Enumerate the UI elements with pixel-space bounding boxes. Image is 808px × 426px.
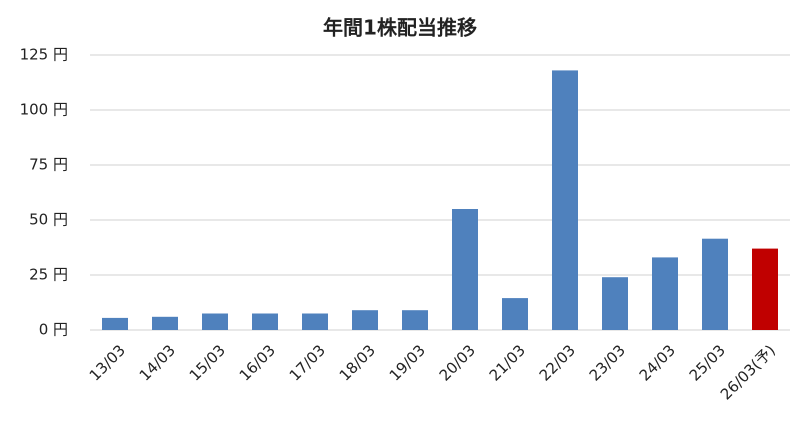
bar [352,310,378,330]
bar [752,248,778,330]
bar [152,316,178,330]
bar [302,313,328,330]
x-tick-label: 17/03 [286,341,329,384]
bar [252,313,278,330]
y-tick-label: 100 円 [20,101,68,119]
y-tick-label: 0 円 [39,321,68,339]
x-tick-label: 25/03 [686,341,729,384]
y-tick-label: 125 円 [20,46,68,64]
x-tick-label: 22/03 [536,341,579,384]
x-tick-label: 16/03 [236,341,279,384]
x-tick-label: 26/03(予) [717,341,779,403]
x-tick-label: 24/03 [636,341,679,384]
bar [102,317,128,330]
x-tick-label: 20/03 [436,341,479,384]
y-tick-label: 25 円 [29,266,68,284]
x-tick-label: 14/03 [136,341,179,384]
x-tick-label: 21/03 [486,341,529,384]
bar [202,313,228,330]
x-tick-label: 15/03 [186,341,229,384]
chart-title: 年間1株配当推移 [323,16,477,40]
bar [452,209,478,330]
bar [552,70,578,331]
y-tick-label: 75 円 [29,156,68,174]
bar [652,257,678,330]
x-tick-label: 23/03 [586,341,629,384]
bar [602,277,628,330]
x-tick-label: 19/03 [386,341,429,384]
bar [502,298,528,330]
y-tick-label: 50 円 [29,211,68,229]
bar [702,238,728,330]
x-tick-label: 18/03 [336,341,379,384]
bar [402,310,428,330]
x-tick-label: 13/03 [86,341,129,384]
